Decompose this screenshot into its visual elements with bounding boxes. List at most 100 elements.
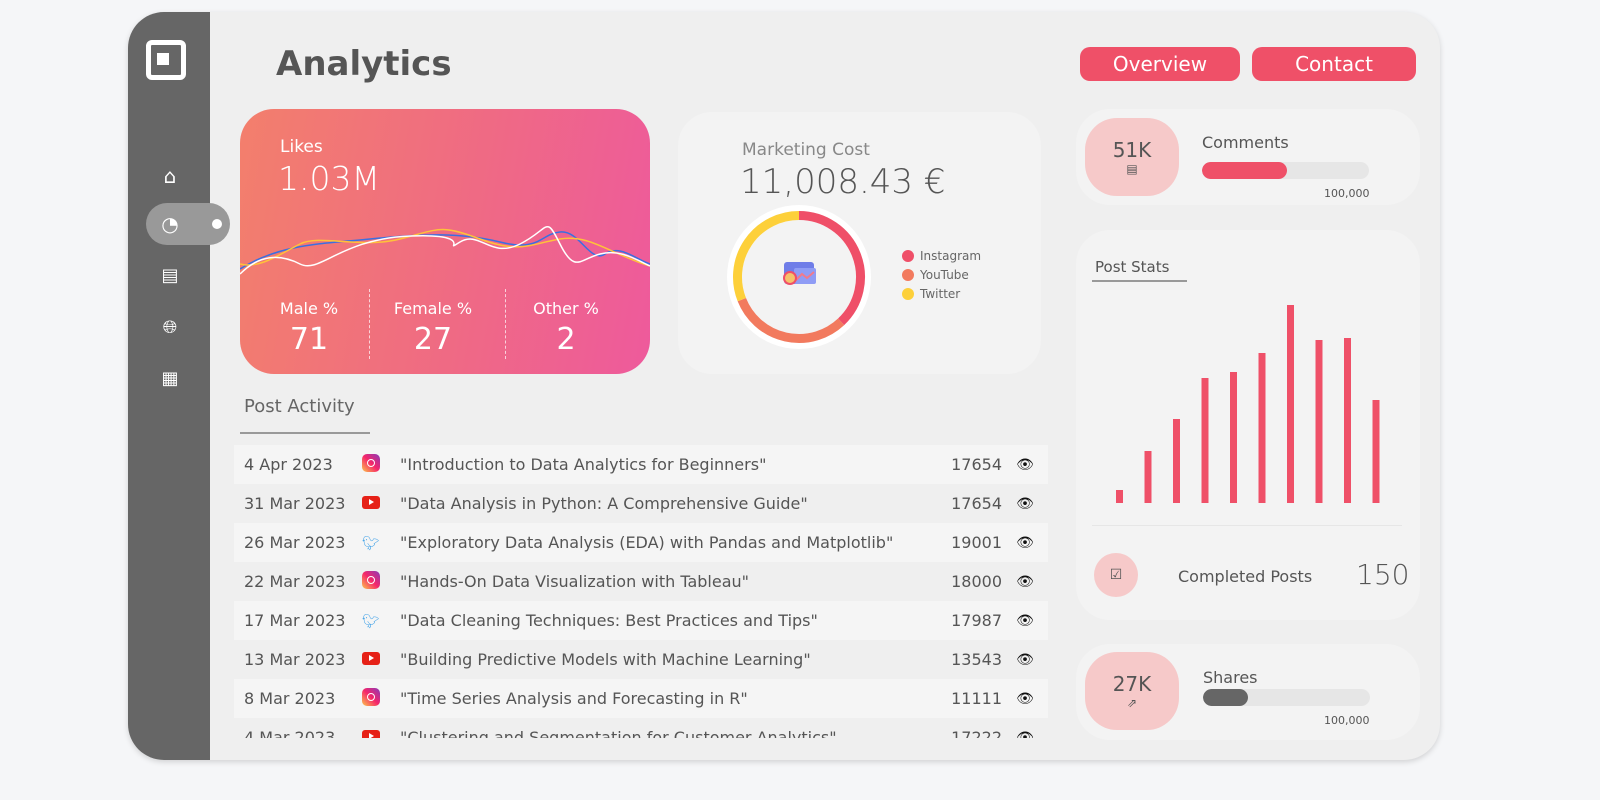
- comments-progress-fill: [1202, 162, 1288, 179]
- completed-posts-label: Completed Posts: [1178, 567, 1313, 586]
- twitter-icon: 🐦︎: [362, 614, 380, 630]
- platform: [362, 687, 400, 710]
- youtube-icon: [362, 652, 380, 665]
- twitter-icon: 🐦︎: [362, 536, 380, 552]
- divider: [369, 289, 370, 359]
- eye-icon[interactable]: 👁︎: [1016, 729, 1034, 739]
- donut-segment-youtube: [737, 297, 845, 343]
- home-icon[interactable]: ⌂: [163, 164, 177, 188]
- eye-icon[interactable]: 👁︎: [1016, 495, 1034, 512]
- male-label: Male %: [279, 299, 339, 318]
- legend-label: Twitter: [920, 286, 961, 301]
- comments-value: 51K: [1112, 138, 1152, 162]
- sparkline-blue: [240, 231, 650, 270]
- post-date: 8 Mar 2023: [244, 689, 336, 708]
- divider: [505, 289, 506, 359]
- female-label: Female %: [393, 299, 473, 318]
- post-title: "Time Series Analysis and Forecasting in…: [400, 689, 748, 708]
- eye-icon[interactable]: 👁︎: [1016, 456, 1034, 473]
- eye-icon[interactable]: 👁︎: [1016, 534, 1034, 551]
- contact-button[interactable]: Contact: [1252, 47, 1416, 81]
- eye-icon[interactable]: 👁︎: [1016, 651, 1034, 668]
- comments-progress: [1202, 162, 1369, 179]
- post-title: "Introduction to Data Analytics for Begi…: [400, 455, 767, 474]
- megaphone-illustration: [783, 262, 816, 285]
- table-row[interactable]: 26 Mar 2023 🐦︎ "Exploratory Data Analysi…: [234, 523, 1048, 562]
- divider: [1092, 525, 1402, 526]
- legend-twitter: Twitter: [902, 284, 981, 303]
- table-row[interactable]: 4 Apr 2023 "Introduction to Data Analyti…: [234, 445, 1048, 484]
- dashboard: ⌂ ◔ ▤ 🌐︎ ▦ Analytics Overview Contact Li…: [128, 12, 1440, 760]
- legend-dot: [902, 287, 914, 300]
- table-row[interactable]: 22 Mar 2023 "Hands-On Data Visualization…: [234, 562, 1048, 601]
- platform: 🐦︎: [362, 611, 400, 630]
- sparkline-white: [240, 225, 650, 275]
- pie-chart-icon[interactable]: ◔: [161, 212, 179, 236]
- comments-label: Comments: [1202, 133, 1289, 152]
- post-date: 4 Mar 2023: [244, 728, 336, 738]
- active-indicator: [212, 219, 222, 229]
- shares-value: 27K: [1112, 672, 1152, 696]
- platform: [362, 650, 400, 669]
- table-row[interactable]: 4 Mar 2023 "Clustering and Segmentation …: [234, 718, 1048, 738]
- post-stats-bar: [1116, 490, 1123, 503]
- legend-label: YouTube: [920, 267, 969, 282]
- post-stats-card: Post Stats ☑ Completed Posts 150: [1076, 230, 1420, 620]
- youtube-icon: [362, 730, 380, 738]
- sparkline-yellow: [240, 228, 650, 267]
- post-views: 19001: [951, 533, 1002, 552]
- post-date: 17 Mar 2023: [244, 611, 346, 630]
- completed-posts-value: 150: [1356, 558, 1410, 591]
- comment-icon: ▤: [1126, 162, 1138, 176]
- post-date: 4 Apr 2023: [244, 455, 333, 474]
- post-stats-bar: [1372, 400, 1380, 503]
- likes-sparkline: [240, 225, 650, 275]
- other-value: 2: [556, 322, 576, 357]
- post-views: 17654: [951, 455, 1002, 474]
- table-row[interactable]: 17 Mar 2023 🐦︎ "Data Cleaning Techniques…: [234, 601, 1048, 640]
- post-date: 22 Mar 2023: [244, 572, 346, 591]
- legend-dot: [902, 268, 914, 281]
- table-row[interactable]: 31 Mar 2023 "Data Analysis in Python: A …: [234, 484, 1048, 523]
- shares-progress: [1203, 689, 1370, 706]
- male-stat: Male % 71: [242, 299, 376, 357]
- title-underline: [1092, 280, 1187, 282]
- marketing-donut-chart: [727, 205, 871, 349]
- post-views: 17987: [951, 611, 1002, 630]
- shares-badge: 27K ⇗: [1085, 652, 1179, 730]
- post-stats-bar: [1344, 338, 1351, 503]
- title-underline: [240, 432, 370, 434]
- eye-icon[interactable]: 👁︎: [1016, 573, 1034, 590]
- marketing-cost-value: 11,008.43 €: [740, 162, 946, 202]
- overview-button[interactable]: Overview: [1080, 47, 1240, 81]
- calendar-icon[interactable]: ▦: [161, 368, 179, 389]
- eye-icon[interactable]: 👁︎: [1016, 612, 1034, 629]
- likes-value: 1.03M: [278, 159, 380, 198]
- post-stats-bar-chart: [1116, 305, 1380, 503]
- post-views: 17222: [951, 728, 1002, 738]
- donut-segment-instagram: [798, 211, 865, 326]
- sidebar-item-analytics[interactable]: [146, 203, 230, 245]
- post-title: "Clustering and Segmentation for Custome…: [400, 728, 837, 738]
- marketing-legend: Instagram YouTube Twitter: [902, 246, 981, 303]
- post-views: 17654: [951, 494, 1002, 513]
- legend-youtube: YouTube: [902, 265, 981, 284]
- www-globe-icon[interactable]: 🌐︎: [162, 317, 178, 338]
- table-row[interactable]: 13 Mar 2023 "Building Predictive Models …: [234, 640, 1048, 679]
- shares-progress-fill: [1203, 689, 1249, 706]
- eye-icon[interactable]: 👁︎: [1016, 690, 1034, 707]
- id-card-icon[interactable]: ▤: [161, 265, 179, 286]
- table-row[interactable]: 8 Mar 2023 "Time Series Analysis and For…: [234, 679, 1048, 718]
- platform: [362, 453, 400, 476]
- platform: [362, 570, 400, 593]
- sidebar: ⌂ ◔ ▤ 🌐︎ ▦: [128, 12, 230, 760]
- shares-max: 100,000: [1324, 714, 1370, 727]
- post-title: "Data Analysis in Python: A Comprehensiv…: [400, 494, 808, 513]
- instagram-icon: [362, 453, 380, 472]
- post-stats-bar: [1230, 372, 1237, 503]
- post-date: 26 Mar 2023: [244, 533, 346, 552]
- logo: [146, 40, 186, 80]
- post-views: 11111: [951, 689, 1002, 708]
- male-value: 71: [289, 322, 329, 357]
- legend-instagram: Instagram: [902, 246, 981, 265]
